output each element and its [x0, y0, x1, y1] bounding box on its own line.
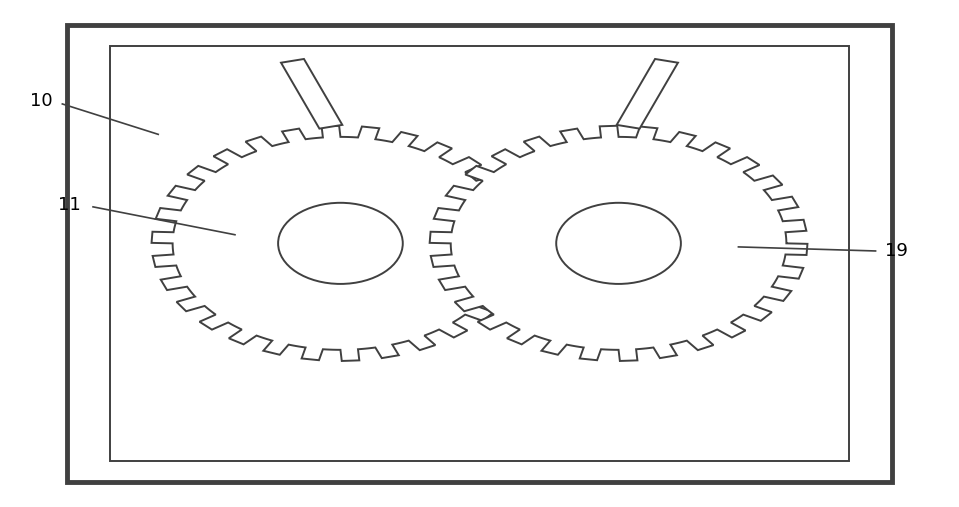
- Ellipse shape: [556, 203, 681, 284]
- Text: 10: 10: [30, 92, 53, 111]
- Bar: [110, 46, 849, 461]
- Polygon shape: [430, 126, 807, 361]
- Bar: [67, 25, 892, 482]
- Text: 11: 11: [58, 196, 81, 214]
- Polygon shape: [617, 59, 678, 129]
- Ellipse shape: [278, 203, 403, 284]
- Text: 19: 19: [885, 242, 908, 260]
- Polygon shape: [152, 126, 529, 361]
- Polygon shape: [281, 59, 342, 129]
